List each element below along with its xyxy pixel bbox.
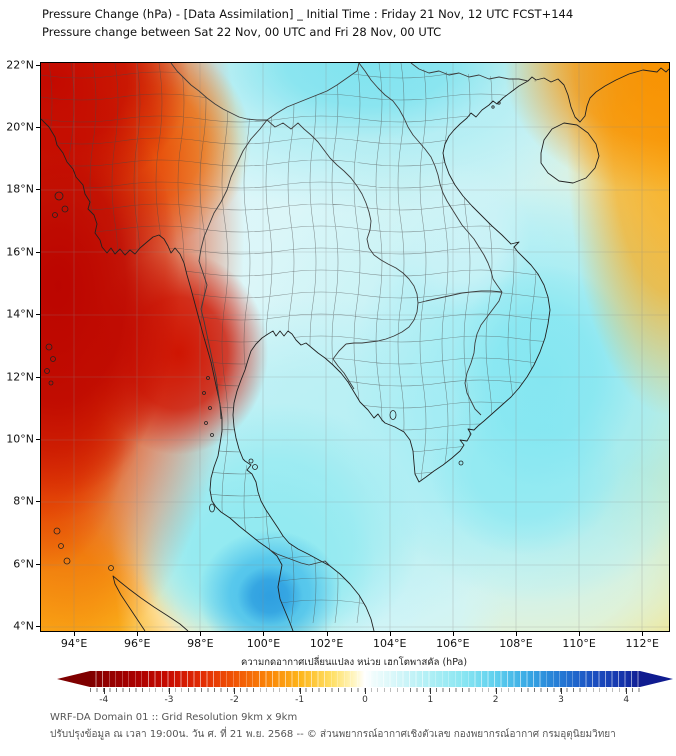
y-tick-mark: [36, 563, 40, 565]
x-tick-label: 108°E: [499, 637, 533, 650]
x-tick-mark: [389, 632, 391, 636]
y-tick-mark: [36, 64, 40, 66]
y-tick-label: 10°N: [6, 432, 34, 446]
colorbar: -4 -3 -2 -1 0 1 2 3 4: [40, 671, 673, 709]
colorbar-cell-separators: [90, 671, 640, 687]
y-tick-label: 4°N: [13, 619, 34, 633]
x-tick-label: 102°E: [309, 637, 344, 650]
colorbar-tick-label: 1: [427, 695, 434, 705]
colorbar-tick-label: -2: [229, 695, 239, 705]
colorbar-tick-mark: [169, 688, 171, 694]
small-islands: [44, 101, 501, 571]
sumatra-coast: [112, 575, 189, 631]
coastlines: [41, 67, 669, 631]
y-tick-label: 22°N: [6, 58, 34, 72]
hainan-island: [540, 122, 600, 184]
coastline-east: [232, 67, 669, 631]
y-tick-mark: [36, 314, 40, 316]
colorbar-tick-mark: [299, 688, 301, 694]
x-tick-mark: [74, 632, 76, 636]
x-tick-mark: [326, 632, 328, 636]
coastline-west: [41, 118, 294, 631]
x-tick-mark: [452, 632, 454, 636]
x-tick-label: 104°E: [373, 637, 407, 650]
x-tick-label: 100°E: [246, 637, 281, 650]
y-tick-label: 18°N: [6, 182, 34, 196]
x-tick-label: 96°E: [124, 637, 151, 650]
colorbar-tick-mark: [430, 688, 432, 694]
y-tick-mark: [36, 189, 40, 191]
colorbar-left-arrow: [57, 671, 90, 687]
colorbar-tick-label: -3: [164, 695, 174, 705]
x-tick-mark: [263, 632, 265, 636]
colorbar-tick-label: 2: [492, 695, 499, 705]
y-tick-mark: [36, 376, 40, 378]
colorbar-label: ความกดอากาศเปลี่ยนแปลง หน่วย เฮกโตพาสคัล…: [240, 657, 468, 668]
title-line-2: Pressure change between Sat 22 Nov, 00 U…: [42, 24, 442, 39]
x-tick-label: 106°E: [436, 637, 470, 650]
colorbar-tick-label: -1: [295, 695, 305, 705]
colorbar-tick-label: 0: [362, 695, 368, 705]
x-tick-label: 94°E: [60, 637, 88, 650]
map-plot: 22°N 20°N 18°N 16°N 14°N 12°N 10°N 8°N 6°N 4°N 94…: [6, 58, 670, 650]
map-overlay: [41, 63, 669, 631]
x-tick-mark: [579, 632, 581, 636]
figure-title: Pressure Change (hPa) - [Data Assimilati…: [42, 6, 573, 42]
graticule-gridlines: [41, 63, 669, 631]
title-line-1: Pressure Change (hPa) - [Data Assimilati…: [42, 7, 574, 21]
country-borders: [170, 63, 529, 567]
footer-agency-info: ปรับปรุงข้อมูล ณ เวลา 19:00น. วัน ศ. ที่…: [50, 729, 616, 740]
y-tick-mark: [36, 438, 40, 440]
y-tick-label: 12°N: [6, 370, 34, 384]
y-tick-mark: [36, 126, 40, 128]
footer-domain-info: WRF-DA Domain 01 :: Grid Resolution 9km …: [50, 712, 298, 723]
colorbar-tick-label: 4: [623, 695, 630, 705]
x-tick-mark: [200, 632, 202, 636]
x-tick-mark: [515, 632, 517, 636]
colorbar-tick-label: 3: [558, 695, 564, 705]
x-tick-label: 98°E: [187, 637, 214, 650]
colorbar-tick-mark: [626, 688, 628, 694]
y-tick-label: 14°N: [6, 307, 34, 321]
y-tick-label: 16°N: [6, 245, 34, 259]
colorbar-tick-mark: [103, 688, 105, 694]
x-tick-label: 112°E: [625, 637, 659, 650]
y-tick-label: 6°N: [13, 557, 34, 571]
y-tick-label: 20°N: [6, 120, 34, 134]
x-tick-mark: [642, 632, 644, 636]
colorbar-tick-label: -4: [99, 695, 109, 705]
colorbar-right-arrow: [640, 671, 673, 687]
y-tick-mark: [36, 501, 40, 503]
colorbar-tick-mark: [234, 688, 236, 694]
y-tick-mark: [36, 626, 40, 628]
colorbar-tick-mark: [365, 688, 366, 694]
x-tick-mark: [137, 632, 139, 636]
x-tick-label: 110°E: [562, 637, 596, 650]
colorbar-tick-mark: [495, 688, 497, 694]
y-tick-label: 8°N: [13, 494, 34, 508]
y-tick-mark: [36, 251, 40, 253]
colorbar-tick-mark: [560, 688, 562, 694]
